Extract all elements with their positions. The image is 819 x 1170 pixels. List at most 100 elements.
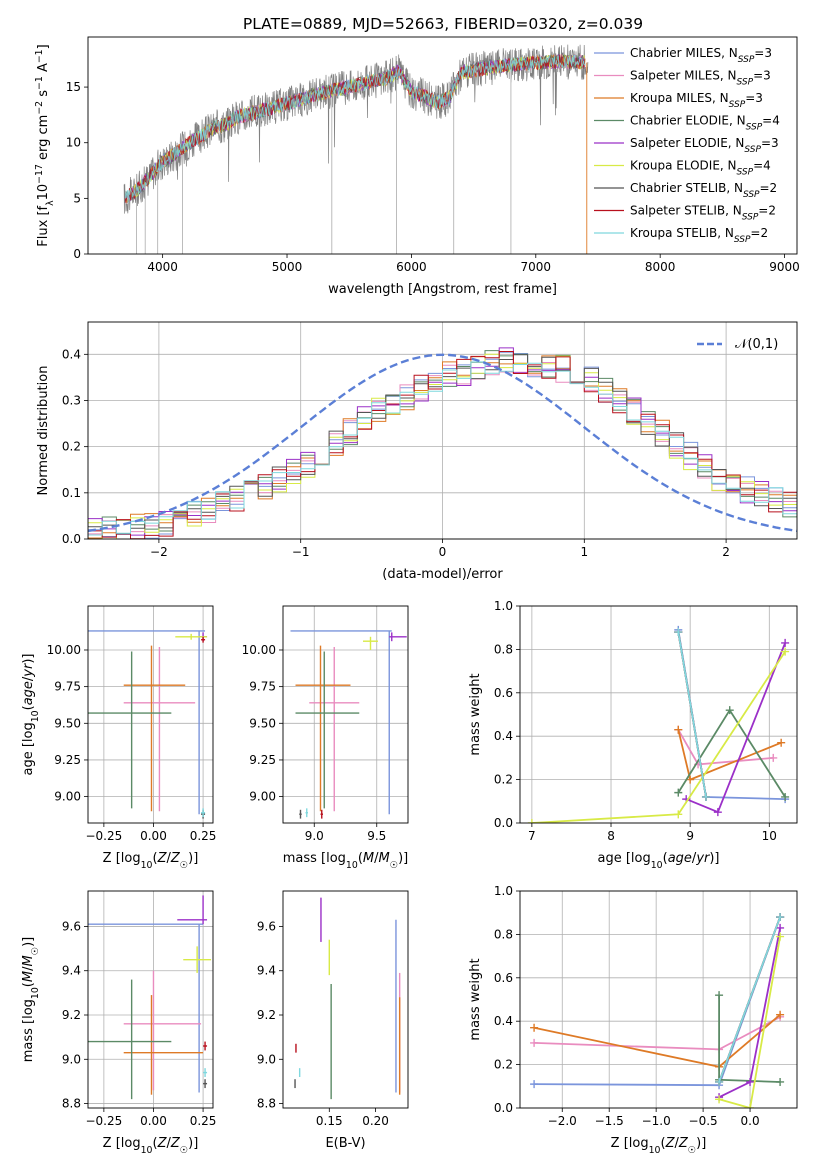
weight-series [674, 628, 710, 801]
x-tick-label: 9.0 [305, 829, 324, 843]
y-tick-label: 0.2 [62, 440, 81, 454]
residuals-y-label: Normed distribution [36, 366, 51, 496]
x-tick-label: 0.25 [190, 1114, 217, 1128]
x-tick-label: −2.0 [548, 1114, 577, 1128]
residuals-x-label: (data-model)/error [382, 567, 503, 582]
y-tick-label: 0.6 [494, 971, 513, 985]
x-tick-label: 9 [686, 829, 694, 843]
spectrum-frame [87, 36, 798, 255]
model-spectrum-line [124, 55, 586, 205]
legend-label: Salpeter ELODIE, NSSP=3 [630, 136, 779, 155]
data-point [88, 630, 206, 815]
weight-marker [746, 1077, 755, 1086]
mass_vs_ebv-x-label: E(B-V) [325, 1136, 365, 1151]
x-tick-label: 8000 [645, 260, 676, 274]
x-tick-label: 0 [439, 545, 447, 559]
y-tick-label: 0.6 [494, 686, 513, 700]
spectrum-y-label: Flux [fλ10−17 erg cm−2 s−1 A−1] [34, 44, 56, 246]
mass_vs_Z-plot [88, 895, 212, 1100]
weight-marker [527, 819, 536, 823]
y-tick-label: 10.00 [242, 643, 276, 657]
y-tick-label: 1.0 [494, 884, 513, 898]
weight_vs_age-axes: 7 8 9 10 0.0 0.2 0.4 0.6 0.8 1.0 [494, 599, 797, 843]
weight-marker [530, 1023, 539, 1032]
weight-marker [781, 638, 790, 647]
x-tick-label: −1.5 [595, 1114, 624, 1128]
weight_vs_age-y-label: mass weight [468, 673, 483, 755]
weight-marker [715, 1077, 724, 1086]
residuals-frame [87, 321, 798, 540]
weight_vs_age-plot [527, 625, 790, 823]
y-tick-label: 0.8 [494, 927, 513, 941]
y-tick-label: 8.8 [257, 1097, 276, 1111]
weight-marker [781, 792, 790, 801]
legend-label: Kroupa ELODIE, NSSP=4 [630, 159, 771, 178]
weight-marker [674, 725, 683, 734]
weight-marker [674, 628, 683, 637]
weight-series [674, 725, 786, 784]
weight-marker [776, 932, 785, 941]
y-tick-label: 9.2 [257, 1008, 276, 1022]
model-spectrum-line [124, 53, 586, 204]
y-tick-label: 1.0 [494, 599, 513, 613]
y-tick-label: 9.2 [62, 1008, 81, 1022]
data-point [88, 979, 172, 1100]
y-tick-label: 0.3 [62, 393, 81, 407]
x-tick-label: −0.25 [85, 1114, 122, 1128]
mass_vs_Z-frame [87, 890, 214, 1109]
x-tick-label: −0.25 [85, 829, 122, 843]
weight-line [534, 1016, 781, 1051]
data-point [88, 923, 204, 1093]
weight-marker [776, 1010, 785, 1019]
data-point [201, 808, 206, 818]
weight-marker [674, 788, 683, 797]
x-tick-label: 0.15 [316, 1114, 343, 1128]
x-tick-label: 10 [762, 829, 777, 843]
weight-marker [530, 1080, 539, 1089]
weight-line [718, 927, 781, 1099]
residuals-axes: −2 −1 0 1 2 0.0 0.1 0.2 0.3 0.4 [62, 322, 797, 559]
x-tick-label: 2 [722, 545, 730, 559]
y-tick-label: 0 [73, 247, 81, 261]
age_vs_Z-x-label: Z [log10(Z/Z☉)] [103, 851, 199, 871]
weight-series [715, 991, 785, 1086]
y-tick-label: 10.00 [47, 643, 81, 657]
y-tick-label: 9.75 [249, 680, 276, 694]
spectrum-axes: 4000 5000 6000 7000 8000 9000 0 5 10 15 [66, 80, 800, 274]
weight-marker [701, 792, 710, 801]
mass_vs_ebv-axes: 0.15 0.20 8.8 9.0 9.2 9.4 9.6 [257, 919, 389, 1128]
weight-marker [769, 753, 778, 762]
x-tick-label: 0.00 [140, 829, 167, 843]
weight-marker [781, 647, 790, 656]
x-tick-label: 6000 [396, 260, 427, 274]
age_vs_mass-x-label: mass [log10(M/M☉)] [283, 851, 409, 871]
y-tick-label: 0.4 [494, 1014, 513, 1028]
data-point [295, 651, 360, 809]
data-point [203, 1068, 208, 1077]
mass_vs_ebv-frame [282, 890, 409, 1109]
data-point [123, 970, 202, 1091]
weight_vs_Z-x-label: Z [log10(Z/Z☉)] [611, 1136, 707, 1156]
weight-marker [776, 1077, 785, 1086]
weight_vs_age-frame [519, 605, 798, 824]
data-point [309, 647, 360, 812]
y-tick-label: 9.6 [62, 919, 81, 933]
y-tick-label: 9.75 [54, 680, 81, 694]
x-tick-label: 7 [528, 829, 536, 843]
y-tick-label: 9.25 [54, 753, 81, 767]
age_vs_mass-frame [282, 605, 409, 824]
x-tick-label: −1 [292, 545, 310, 559]
x-tick-label: −1.0 [642, 1114, 671, 1128]
y-tick-label: 9.50 [54, 716, 81, 730]
data-point [320, 809, 323, 819]
weight-series [715, 923, 785, 1102]
x-tick-label: 0.25 [190, 829, 217, 843]
weight-marker [530, 1038, 539, 1047]
x-tick-label: 7000 [521, 260, 552, 274]
data-point [201, 636, 206, 643]
y-tick-label: 0.2 [494, 773, 513, 787]
data-point [183, 946, 212, 973]
x-tick-label: 0.0 [741, 1114, 760, 1128]
model-spectrum-line [124, 53, 586, 202]
x-tick-label: 0.20 [362, 1114, 389, 1128]
